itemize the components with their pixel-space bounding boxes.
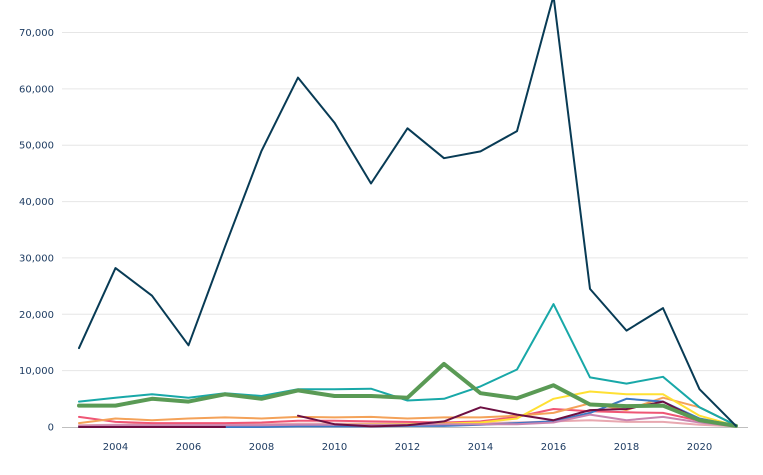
y-tick-label: 50,000 (19, 141, 54, 152)
y-tick-label: 40,000 (19, 197, 54, 208)
series-lines (77, 0, 738, 428)
y-tick-label: 30,000 (19, 253, 54, 264)
x-axis-tick-labels: 2004 2006 2008 2010 2012 2014 2016 2018 2020 (103, 442, 712, 453)
series-line-8 (78, 303, 737, 427)
y-tick-label: 20,000 (19, 310, 54, 321)
series-line-10 (78, 0, 737, 427)
x-tick-label: 2014 (468, 442, 493, 453)
x-tick-label: 2020 (687, 442, 712, 453)
y-tick-label: 0 (48, 423, 54, 434)
gridlines (62, 32, 748, 372)
y-tick-label: 10,000 (19, 366, 54, 377)
x-tick-label: 2006 (176, 442, 201, 453)
series-line-3 (78, 396, 737, 427)
x-tick-label: 2018 (614, 442, 639, 453)
series-line-9 (77, 361, 738, 428)
y-tick-label: 70,000 (19, 28, 54, 39)
x-tick-label: 2016 (541, 442, 566, 453)
x-tick-label: 2012 (395, 442, 420, 453)
y-axis-tick-labels: 0 10,000 20,000 30,000 40,000 50,000 60,000 70,… (19, 28, 54, 434)
series-line-7 (78, 400, 737, 428)
y-tick-label: 60,000 (19, 84, 54, 95)
x-tick-label: 2004 (103, 442, 128, 453)
x-tick-label: 2010 (322, 442, 347, 453)
x-tick-label: 2008 (249, 442, 274, 453)
series-line-2 (78, 408, 737, 428)
